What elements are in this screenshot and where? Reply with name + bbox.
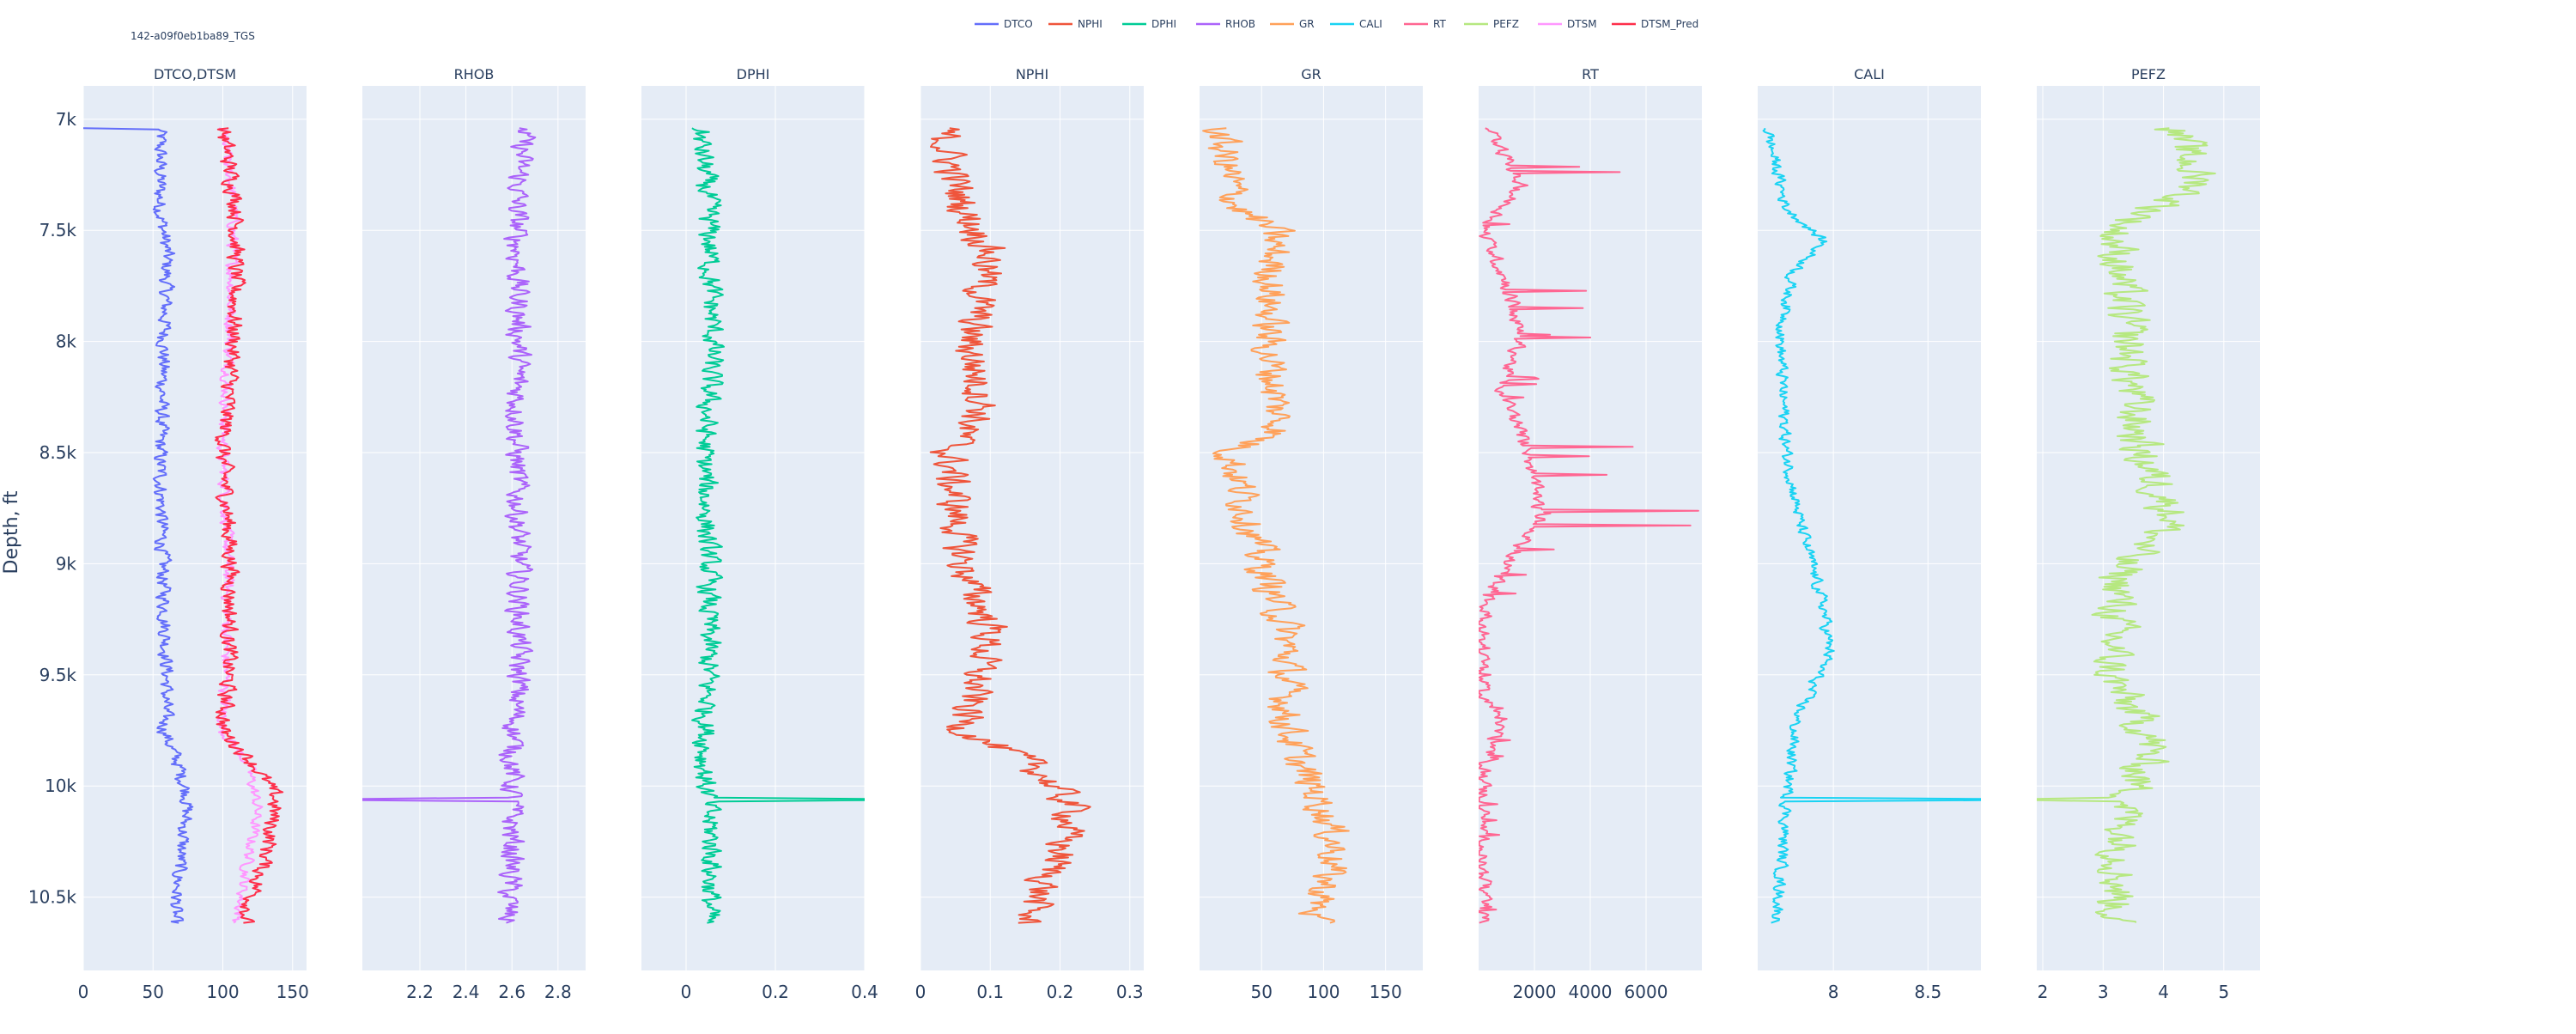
legend-label: RT: [1433, 18, 1446, 30]
value-tick-label: 100: [1307, 982, 1340, 1002]
series-line-rt: [1479, 127, 1699, 924]
value-tick-label: 2.4: [453, 982, 480, 1002]
value-tick-label: 0.4: [851, 982, 878, 1002]
track-title: GR: [1301, 66, 1321, 82]
depth-tick-label: 10k: [45, 776, 76, 796]
track-title: NPHI: [1016, 66, 1048, 82]
value-tick-label: 50: [1250, 982, 1272, 1002]
track-gr: 50 100 150 GR: [1200, 66, 1423, 1002]
value-tick-label: 6000: [1625, 982, 1668, 1002]
value-tick-label: 2.2: [406, 982, 434, 1002]
track-title: DPHI: [737, 66, 770, 82]
track-rt: 2000 4000 6000 RT: [1479, 66, 1702, 1002]
value-tick-label: 0.2: [1047, 982, 1074, 1002]
legend-item-cali[interactable]: CALI: [1330, 18, 1382, 30]
track-background: [641, 86, 865, 970]
series-line-cali: [1762, 128, 1981, 924]
value-tick-label: 150: [276, 982, 309, 1002]
series-line-dtco: [83, 127, 194, 924]
series-line-dtsm-pred: [214, 127, 284, 924]
value-tick-label: 4: [2158, 982, 2169, 1002]
value-tick-label: 5: [2218, 982, 2229, 1002]
depth-tick-label: 7k: [56, 109, 77, 130]
legend-label: GR: [1299, 18, 1315, 30]
value-tick-label: 0.1: [976, 982, 1004, 1002]
track-rhob: 2.2 2.4 2.6 2.8 RHOB: [362, 66, 586, 1002]
value-tick-label: 0.2: [762, 982, 789, 1002]
track-title: RHOB: [454, 66, 495, 82]
value-tick-label: 8.5: [1914, 982, 1941, 1002]
value-tick-label: 8: [1828, 982, 1839, 1002]
legend-label: RHOB: [1225, 18, 1255, 30]
value-tick-label: 50: [143, 982, 164, 1002]
legend-label: DTSM: [1567, 18, 1597, 30]
track-dtco-dtsm: 0 50 100 150 DTCO,DTSM: [78, 66, 309, 1002]
value-tick-label: 2.6: [498, 982, 526, 1002]
track-background: [1758, 86, 1981, 970]
legend-label: DTCO: [1004, 18, 1033, 30]
value-tick-label: 2000: [1513, 982, 1557, 1002]
series-line-nphi: [929, 127, 1091, 924]
series-line-pefz: [2037, 127, 2216, 923]
track-background: [362, 86, 586, 970]
well-id-label: 142-a09f0eb1ba89_TGS: [131, 30, 255, 42]
value-tick-label: 100: [206, 982, 239, 1002]
depth-tick-label: 7.5k: [39, 220, 77, 240]
value-tick-label: 2.8: [544, 982, 572, 1002]
legend-item-dtsm[interactable]: DTSM: [1538, 18, 1597, 30]
value-tick-label: 4000: [1569, 982, 1613, 1002]
legend-item-pefz[interactable]: PEFZ: [1464, 18, 1519, 30]
series-line-gr: [1202, 127, 1350, 924]
value-tick-label: 0.3: [1116, 982, 1144, 1002]
legend-item-dphi[interactable]: DPHI: [1122, 18, 1176, 30]
value-tick-label: 2: [2038, 982, 2049, 1002]
legend-label: DTSM_Pred: [1641, 18, 1698, 30]
depth-tick-label: 10.5k: [28, 887, 77, 908]
depth-axis-label: Depth, ft: [1, 490, 22, 574]
depth-tick-label: 9.5k: [39, 665, 77, 685]
depth-axis: 7k 7.5k 8k 8.5k 9k 9.5k 10k 10.5k: [28, 109, 77, 908]
legend-label: PEFZ: [1493, 18, 1519, 30]
track-background: [83, 86, 307, 970]
track-pefz: 2 3 4 5 PEFZ: [2037, 66, 2260, 1002]
value-tick-label: 150: [1370, 982, 1402, 1002]
track-background: [920, 86, 1144, 970]
legend-item-nphi[interactable]: NPHI: [1048, 18, 1103, 30]
legend-item-dtsm-pred[interactable]: DTSM_Pred: [1612, 18, 1698, 30]
depth-tick-label: 8k: [56, 331, 77, 352]
track-dphi: 0 0.2 0.4 DPHI: [641, 66, 878, 1002]
value-tick-label: 0: [78, 982, 89, 1002]
legend-label: DPHI: [1151, 18, 1176, 30]
legend-label: NPHI: [1078, 18, 1103, 30]
legend-item-rt[interactable]: RT: [1404, 18, 1446, 30]
depth-tick-label: 9k: [56, 553, 77, 574]
track-title: CALI: [1854, 66, 1885, 82]
legend-label: CALI: [1359, 18, 1382, 30]
track-background: [2037, 86, 2260, 970]
value-tick-label: 0: [681, 982, 692, 1002]
legend-item-dtco[interactable]: DTCO: [975, 18, 1033, 30]
value-tick-label: 3: [2098, 982, 2109, 1002]
track-title: PEFZ: [2131, 66, 2166, 82]
track-title: DTCO,DTSM: [154, 66, 236, 82]
track-cali: 8 8.5 CALI: [1758, 66, 1981, 1002]
depth-tick-label: 8.5k: [39, 442, 77, 463]
legend-item-gr[interactable]: GR: [1270, 18, 1315, 30]
legend[interactable]: DTCO NPHI DPHI RHOB GR CALI RT PEFZ DTSM DTSM_Pre…: [975, 18, 1698, 30]
series-line-rhob: [362, 127, 537, 924]
legend-item-rhob[interactable]: RHOB: [1196, 18, 1255, 30]
track-nphi: 0 0.1 0.2 0.3 NPHI: [915, 66, 1144, 1002]
value-tick-label: 0: [915, 982, 927, 1002]
track-title: RT: [1582, 66, 1599, 82]
series-line-dphi: [691, 127, 865, 924]
